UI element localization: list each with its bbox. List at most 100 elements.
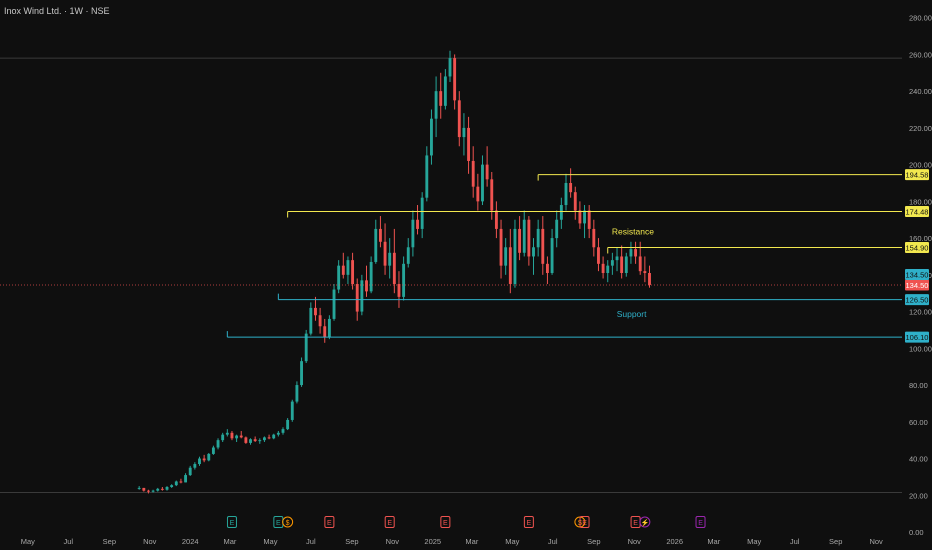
x-tick-label: Nov [386, 537, 400, 546]
candle-body [198, 458, 201, 465]
x-tick-label: May [505, 537, 519, 546]
candle-body [624, 256, 628, 273]
candle-body [583, 210, 586, 224]
candle-body [402, 263, 406, 297]
candle-body [597, 247, 600, 264]
event-marker-label: E [633, 520, 638, 527]
candle-body [601, 263, 605, 273]
candle-body [351, 260, 355, 285]
price-badge [905, 331, 929, 343]
y-tick-label: 60.00 [909, 418, 928, 427]
candle-body [151, 490, 155, 492]
candle-body [416, 219, 419, 229]
candle-body [457, 100, 461, 138]
candle-body [420, 197, 424, 229]
event-marker-label: E [527, 520, 532, 527]
candle-body [392, 252, 396, 285]
candle-body [300, 361, 303, 386]
candle-body [527, 219, 531, 257]
candle-body [453, 58, 457, 101]
candle-body [518, 228, 522, 253]
y-tick-label: 100.00 [909, 344, 932, 353]
event-marker-label: E [327, 520, 332, 527]
candle-body [425, 155, 429, 198]
candle-body [638, 256, 642, 272]
candle-body [230, 432, 234, 439]
candle-body [522, 219, 526, 253]
price-badge-label: 174.48 [906, 208, 929, 217]
candle-body [235, 435, 239, 439]
candle-body [378, 228, 382, 242]
x-tick-label: Mar [707, 537, 720, 546]
candle-body [569, 182, 573, 193]
candle-body [499, 228, 503, 266]
x-tick-label: 2024 [182, 537, 199, 546]
candle-body [267, 437, 271, 439]
x-tick-label: Mar [465, 537, 478, 546]
candle-body [258, 440, 262, 442]
candle-body [216, 440, 220, 448]
candle-body [648, 273, 651, 285]
price-badge [905, 169, 929, 181]
event-marker-label: ⚡ [640, 518, 649, 527]
chart-title: Inox Wind Ltd. · 1W · NSE [4, 6, 110, 16]
candle-body [610, 260, 614, 266]
candle-body [286, 419, 290, 430]
candle-body [160, 488, 164, 490]
candle-body [249, 439, 252, 443]
candle-body [272, 434, 276, 439]
x-tick-label: Sep [103, 537, 116, 546]
y-tick-label: 260.00 [909, 50, 932, 59]
candle-body [184, 475, 188, 483]
x-tick-label: Jul [63, 537, 73, 546]
price-badge-label: 134.50 [906, 281, 929, 290]
price-badge [905, 279, 929, 291]
candle-body [443, 76, 447, 106]
candle-body [508, 247, 512, 285]
candle-body [573, 192, 577, 211]
y-tick-label: 20.00 [909, 491, 928, 500]
x-tick-label: May [747, 537, 761, 546]
candle-body [211, 447, 215, 454]
price-badge [905, 268, 929, 280]
candle-body [174, 481, 178, 486]
event-marker [523, 516, 534, 528]
x-tick-label: Jul [790, 537, 800, 546]
x-tick-label: Mar [224, 537, 237, 546]
candle-body [448, 58, 452, 77]
event-marker [324, 516, 335, 528]
x-tick-label: Sep [829, 537, 842, 546]
candle-body [225, 432, 229, 435]
event-marker-label: E [387, 520, 392, 527]
x-tick-label: Nov [628, 537, 642, 546]
event-marker [440, 516, 451, 528]
candle-body [327, 318, 331, 338]
y-tick-label: 220.00 [909, 124, 932, 133]
candle-body [494, 210, 498, 229]
candle-body [388, 252, 392, 266]
event-marker [639, 516, 651, 528]
x-tick-label: Jul [306, 537, 316, 546]
candle-body [467, 127, 471, 161]
candle-body [295, 385, 299, 402]
event-marker-label: E [443, 520, 448, 527]
event-marker-label: E [582, 520, 587, 527]
candle-body [239, 435, 243, 438]
candle-body [360, 280, 364, 312]
candle-body [462, 127, 466, 138]
y-tick-label: 200.00 [909, 161, 932, 170]
candle-body [559, 205, 563, 220]
candle-body [170, 485, 174, 487]
candle-body [244, 437, 248, 443]
event-marker [282, 516, 294, 528]
x-tick-label: Nov [869, 537, 883, 546]
price-badge-label: 154.90 [906, 243, 929, 252]
candle-body [147, 490, 150, 492]
candle-body [434, 91, 438, 119]
candle-body [346, 260, 350, 275]
candle-body [221, 434, 225, 441]
candle-body [179, 481, 183, 483]
candle-body [355, 284, 359, 312]
candle-body [481, 164, 484, 202]
